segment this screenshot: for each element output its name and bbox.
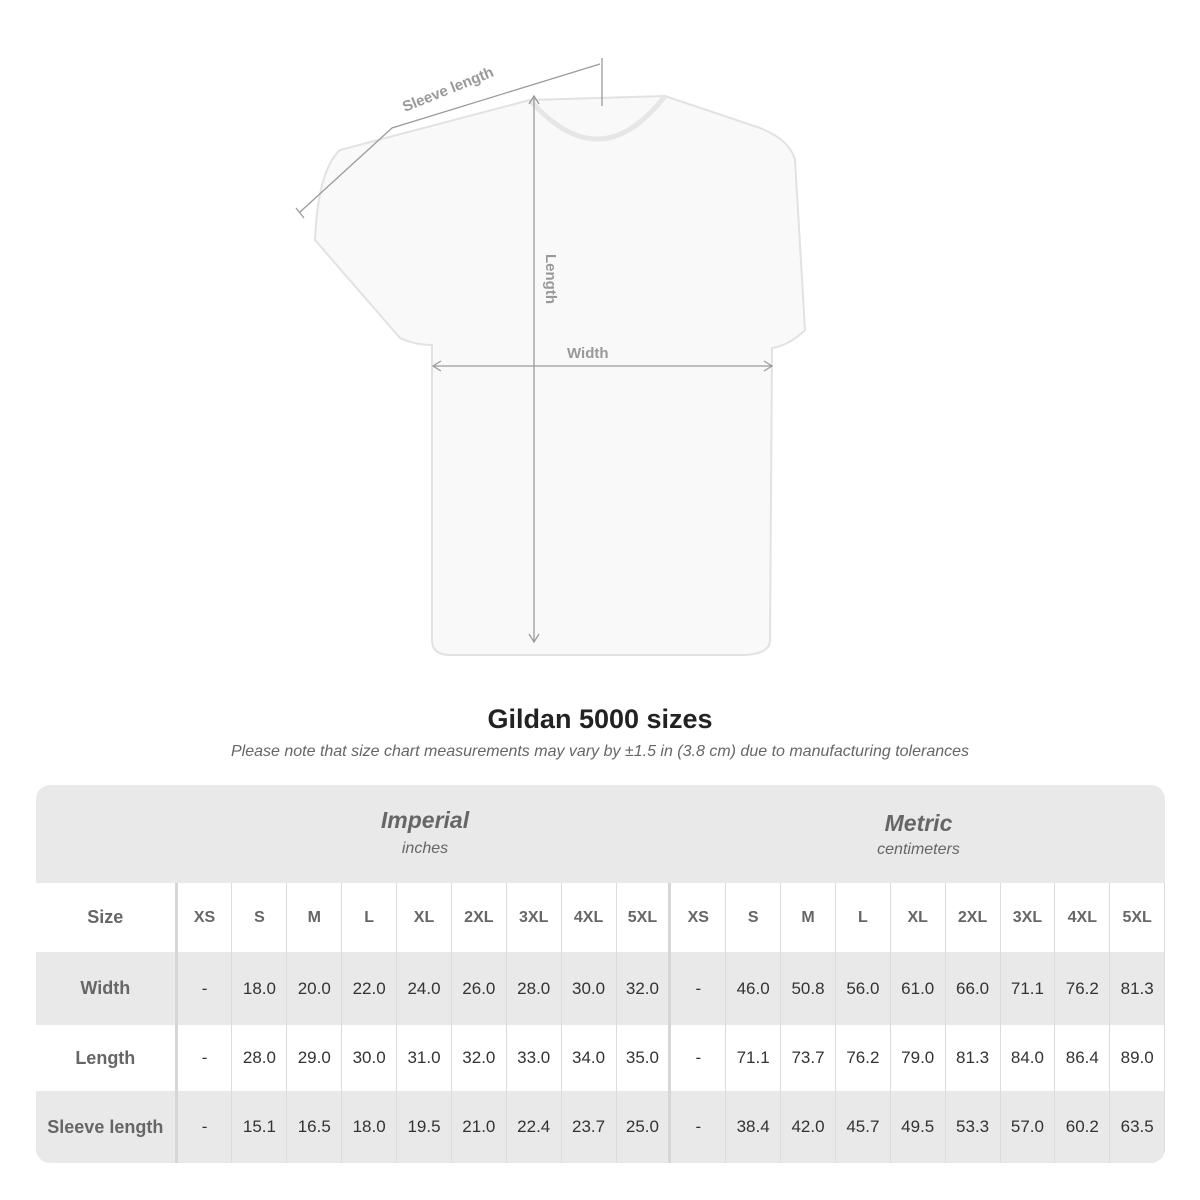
- imperial-value-cell: 18.0: [232, 952, 288, 1025]
- metric-value-cell: 42.0: [781, 1091, 836, 1163]
- table-row: Sleeve length -15.1 16.5 18.0 19.5 21.0 22.4 23…: [36, 1091, 1165, 1163]
- size-imperial-header: L: [342, 883, 398, 952]
- size-imperial-header: 3XL: [507, 883, 562, 952]
- imperial-header: Imperial inches: [178, 785, 672, 883]
- imperial-label: Imperial: [380, 807, 470, 833]
- metric-value-cell: 45.7: [836, 1091, 891, 1163]
- sleeve-length-label: Sleeve length: [400, 64, 496, 116]
- size-metric-header: 3XL: [1001, 883, 1056, 952]
- imperial-value-cell: -: [178, 1025, 233, 1091]
- metric-value-cell: -: [671, 952, 727, 1025]
- size-metric-header: XL: [891, 883, 946, 952]
- imperial-value-cell: 33.0: [507, 1025, 562, 1091]
- size-imperial-header: M: [287, 883, 343, 952]
- metric-value-cell: 71.1: [726, 1025, 782, 1091]
- metric-header: Metric centimeters: [672, 785, 1165, 883]
- metric-value-cell: 84.0: [1001, 1025, 1056, 1091]
- tshirt-image: [313, 94, 807, 656]
- tolerance-note: Please note that size chart measurements…: [230, 743, 970, 760]
- metric-value-cell: 57.0: [1001, 1091, 1056, 1163]
- size-table: Imperial inches Metric centimeters Size X…: [36, 785, 1165, 1163]
- size-metric-header: 4XL: [1055, 883, 1111, 952]
- metric-value-cell: 66.0: [946, 952, 1001, 1025]
- imperial-value-cell: 28.0: [507, 952, 562, 1025]
- metric-value-cell: 63.5: [1110, 1091, 1165, 1163]
- imperial-value-cell: 22.0: [342, 952, 398, 1025]
- metric-value-cell: 46.0: [726, 952, 782, 1025]
- sleeve-length-line: [299, 63, 601, 213]
- imperial-value-cell: 35.0: [617, 1025, 672, 1091]
- size-metric-header: L: [836, 883, 891, 952]
- size-imperial-header: 4XL: [562, 883, 617, 952]
- metric-value-cell: 38.4: [726, 1091, 782, 1163]
- size-metric-header: 2XL: [946, 883, 1001, 952]
- imperial-value-cell: 20.0: [287, 952, 343, 1025]
- collar: [528, 94, 667, 142]
- imperial-value-cell: 26.0: [452, 952, 507, 1025]
- metric-value-cell: 81.3: [1110, 952, 1165, 1025]
- imperial-value-cell: 29.0: [287, 1025, 343, 1091]
- imperial-value-cell: 30.0: [342, 1025, 398, 1091]
- metric-label: Metric: [884, 810, 953, 836]
- size-imperial-header: XL: [397, 883, 452, 952]
- imperial-value-cell: 34.0: [562, 1025, 617, 1091]
- size-metric-header: S: [726, 883, 782, 952]
- imperial-value-cell: 32.0: [452, 1025, 507, 1091]
- size-imperial-header: 2XL: [452, 883, 507, 952]
- metric-value-cell: 81.3: [946, 1025, 1001, 1091]
- size-imperial-header: 5XL: [617, 883, 672, 952]
- row-label: Sleeve length: [36, 1091, 178, 1163]
- imperial-value-cell: -: [178, 952, 233, 1025]
- page-title: Gildan 5000 sizes: [487, 704, 713, 734]
- metric-value-cell: 53.3: [946, 1091, 1001, 1163]
- metric-value-cell: 76.2: [1055, 952, 1111, 1025]
- metric-value-cell: 73.7: [781, 1025, 836, 1091]
- metric-value-cell: 76.2: [836, 1025, 891, 1091]
- table-row: Width -18.0 20.0 22.0 24.0 26.0 28.0 30.0 32.0-4…: [36, 952, 1165, 1025]
- imperial-value-cell: 30.0: [562, 952, 617, 1025]
- imperial-value-cell: 19.5: [397, 1091, 452, 1163]
- row-label: Width: [36, 952, 178, 1025]
- imperial-value-cell: 21.0: [452, 1091, 507, 1163]
- size-metric-header: M: [781, 883, 836, 952]
- table-row: Length -28.0 29.0 30.0 31.0 32.0 33.0 34.0 35.0-…: [36, 1025, 1165, 1091]
- metric-value-cell: -: [671, 1091, 727, 1163]
- imperial-value-cell: 28.0: [232, 1025, 288, 1091]
- imperial-value-cell: 32.0: [617, 952, 672, 1025]
- metric-value-cell: 50.8: [781, 952, 836, 1025]
- size-imperial-header: XS: [178, 883, 233, 952]
- imperial-value-cell: 31.0: [397, 1025, 452, 1091]
- metric-value-cell: 61.0: [891, 952, 946, 1025]
- imperial-value-cell: 18.0: [342, 1091, 398, 1163]
- metric-value-cell: 89.0: [1110, 1025, 1165, 1091]
- size-header-row: Size XS S M L XL 2XL 3XL 4XL 5XL XS S M L XL 2XL 3XL 4XL 5…: [36, 883, 1165, 952]
- imperial-value-cell: 22.4: [507, 1091, 562, 1163]
- metric-value-cell: 86.4: [1055, 1025, 1111, 1091]
- metric-value-cell: 71.1: [1001, 952, 1056, 1025]
- imperial-value-cell: 15.1: [232, 1091, 288, 1163]
- imperial-value-cell: 23.7: [562, 1091, 617, 1163]
- imperial-value-cell: 25.0: [617, 1091, 672, 1163]
- size-metric-header: 5XL: [1110, 883, 1165, 952]
- size-label: Size: [36, 883, 178, 952]
- metric-value-cell: 56.0: [836, 952, 891, 1025]
- metric-value-cell: -: [671, 1025, 727, 1091]
- imperial-value-cell: 16.5: [287, 1091, 343, 1163]
- metric-value-cell: 60.2: [1055, 1091, 1111, 1163]
- metric-value-cell: 79.0: [891, 1025, 946, 1091]
- row-label: Length: [36, 1025, 178, 1091]
- size-imperial-header: S: [232, 883, 288, 952]
- size-metric-header: XS: [671, 883, 727, 952]
- length-label: Length: [542, 254, 559, 304]
- metric-value-cell: 49.5: [891, 1091, 946, 1163]
- width-label: Width: [567, 345, 609, 362]
- imperial-value-cell: 24.0: [397, 952, 452, 1025]
- tshirt-diagram: Sleeve length Length Width: [295, 58, 807, 656]
- imperial-unit: inches: [401, 840, 449, 857]
- metric-unit: centimeters: [877, 841, 960, 858]
- imperial-value-cell: -: [178, 1091, 233, 1163]
